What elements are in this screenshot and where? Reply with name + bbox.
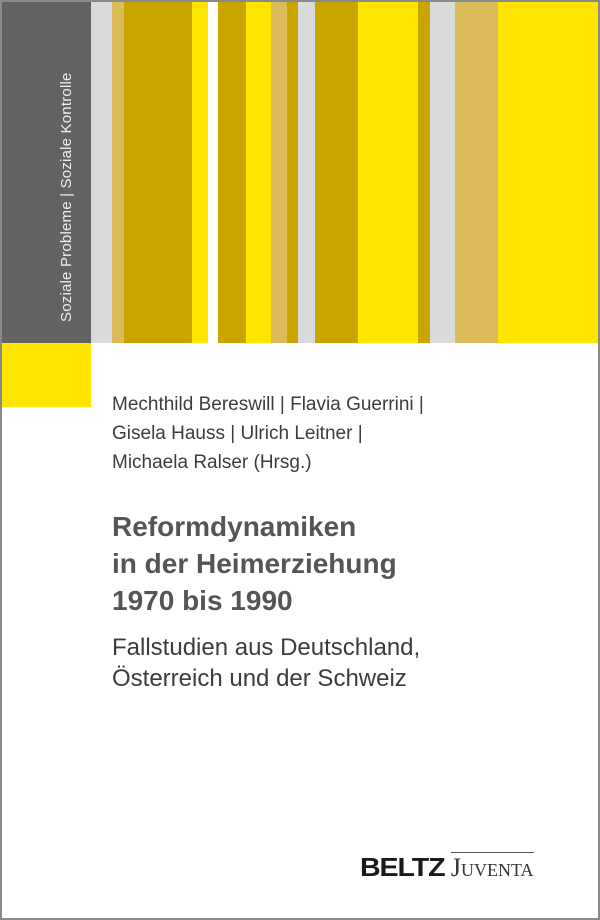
series-sidebar: Soziale Probleme | Soziale Kontrolle <box>0 0 91 343</box>
title-line: 1970 bis 1990 <box>112 585 293 616</box>
book-subtitle: Fallstudien aus Deutschland, Österreich … <box>112 632 420 694</box>
stripe-yellow <box>498 0 600 343</box>
subtitle-line: Fallstudien aus Deutschland, <box>112 634 421 661</box>
stripe-pattern <box>0 0 600 343</box>
stripe-tan <box>271 0 287 343</box>
subtitle-line: Österreich und der Schweiz <box>112 665 407 692</box>
stripe-light-gray <box>91 0 112 343</box>
stripe-yellow <box>246 0 271 343</box>
stripe-dark-gold <box>287 0 298 343</box>
authors: Mechthild Bereswill | Flavia Guerrini | … <box>112 390 424 477</box>
publisher-logo-juventa: Juventa <box>450 852 534 882</box>
stripe-light-gray <box>298 0 315 343</box>
publisher-logo-beltz: BELTZ <box>360 852 446 882</box>
book-title: Reformdynamiken in der Heimerziehung 197… <box>112 508 397 619</box>
authors-line: Mechthild Bereswill | Flavia Guerrini | <box>112 394 424 415</box>
series-label: Soziale Probleme | Soziale Kontrolle <box>58 72 75 322</box>
title-line: in der Heimerziehung <box>112 548 397 579</box>
stripe-dark-gold <box>124 0 192 343</box>
stripe-yellow <box>358 0 418 343</box>
stripe-dark-gold <box>218 0 246 343</box>
stripe-light-gray <box>430 0 455 343</box>
stripe-tan <box>455 0 498 343</box>
authors-line: Michaela Ralser (Hrsg.) <box>112 452 312 473</box>
stripe-white <box>208 0 218 343</box>
stripe-dark-gold <box>418 0 430 343</box>
title-line: Reformdynamiken <box>112 511 357 542</box>
stripe-tan <box>112 0 124 343</box>
authors-line: Gisela Hauss | Ulrich Leitner | <box>112 423 363 444</box>
publisher-logo: BELTZ Juventa <box>360 852 534 883</box>
stripe-yellow <box>192 0 208 343</box>
stripe-dark-gold <box>315 0 358 343</box>
yellow-block <box>0 343 91 407</box>
